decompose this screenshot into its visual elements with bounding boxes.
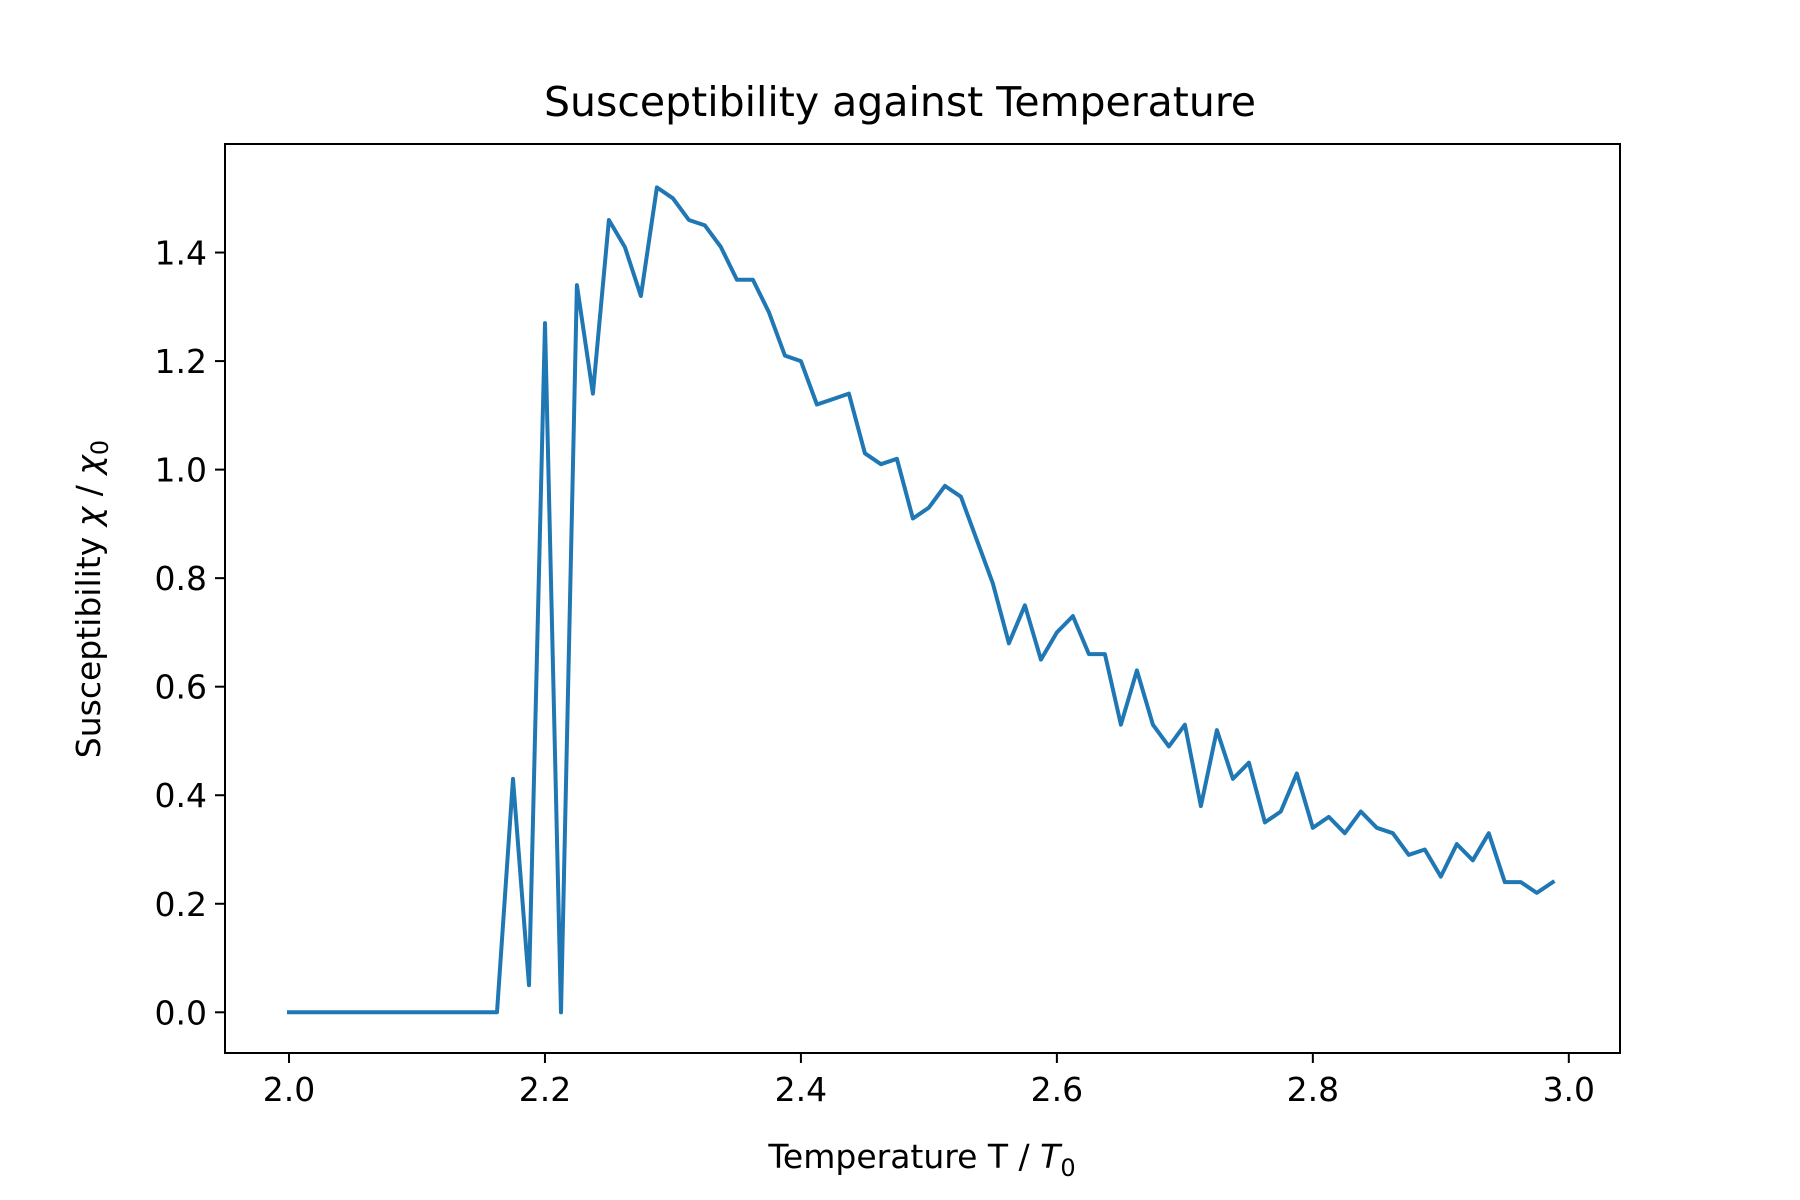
chart-title: Susceptibility against Temperature [544, 78, 1256, 126]
x-tick-label: 2.2 [519, 1070, 571, 1109]
axes-frame [224, 143, 1621, 1054]
x-axis-label: Temperature T / T0 [767, 1137, 1075, 1182]
x-tick-label: 2.6 [1031, 1070, 1083, 1109]
y-axis: 0.0 0.2 0.4 0.6 0.8 1.0 1.2 1.4 [155, 234, 225, 1032]
y-tick-label: 0.0 [155, 993, 207, 1032]
x-tick-label: 2.0 [263, 1070, 315, 1109]
x-tick-label: 3.0 [1543, 1070, 1595, 1109]
x-axis: 2.0 2.2 2.4 2.6 2.8 3.0 [263, 1053, 1595, 1109]
y-tick-label: 1.4 [155, 234, 207, 273]
x-tick-label: 2.4 [775, 1070, 827, 1109]
y-tick-label: 0.8 [155, 559, 207, 598]
y-tick-label: 0.2 [155, 885, 207, 924]
y-axis-label: Susceptibility χ / χ0 [69, 440, 114, 758]
y-tick-label: 0.4 [155, 776, 207, 815]
plot-area [287, 185, 1556, 1015]
y-tick-label: 1.0 [155, 451, 207, 490]
x-tick-label: 2.8 [1287, 1070, 1339, 1109]
y-tick-label: 1.2 [155, 342, 207, 381]
series-line-0 [287, 185, 1556, 1015]
y-tick-label: 0.6 [155, 668, 207, 707]
